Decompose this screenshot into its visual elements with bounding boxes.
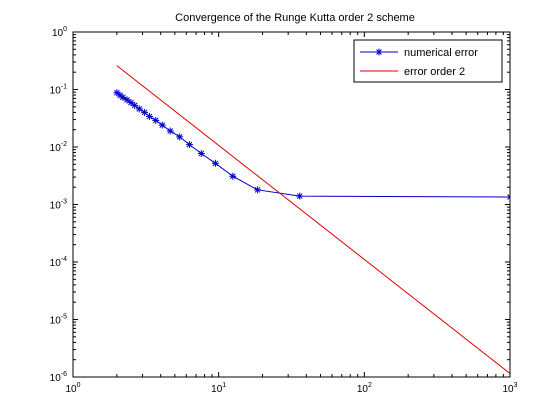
data-point-numerical-error: [146, 113, 153, 120]
data-point-numerical-error: [296, 193, 303, 200]
data-point-numerical-error: [131, 102, 138, 109]
chart-title: Convergence of the Runge Kutta order 2 s…: [175, 12, 415, 24]
data-point-numerical-error: [136, 105, 143, 112]
data-point-numerical-error: [141, 109, 148, 116]
legend-label-error-order-2: error order 2: [404, 66, 465, 78]
data-point-numerical-error: [159, 122, 166, 129]
data-point-numerical-error: [254, 186, 261, 193]
legend-label-numerical-error: numerical error: [404, 47, 478, 59]
data-point-numerical-error: [167, 127, 174, 134]
legend-asterisk-icon: [376, 49, 383, 56]
data-point-numerical-error: [229, 173, 236, 180]
data-point-numerical-error: [186, 141, 193, 148]
data-point-numerical-error: [152, 117, 159, 124]
data-point-numerical-error: [176, 133, 183, 140]
data-point-numerical-error: [212, 160, 219, 167]
legend-marker-numerical-error: [376, 49, 383, 56]
plot-area: [73, 32, 510, 377]
legend: numerical error error order 2: [354, 40, 502, 82]
data-point-numerical-error: [198, 150, 205, 157]
